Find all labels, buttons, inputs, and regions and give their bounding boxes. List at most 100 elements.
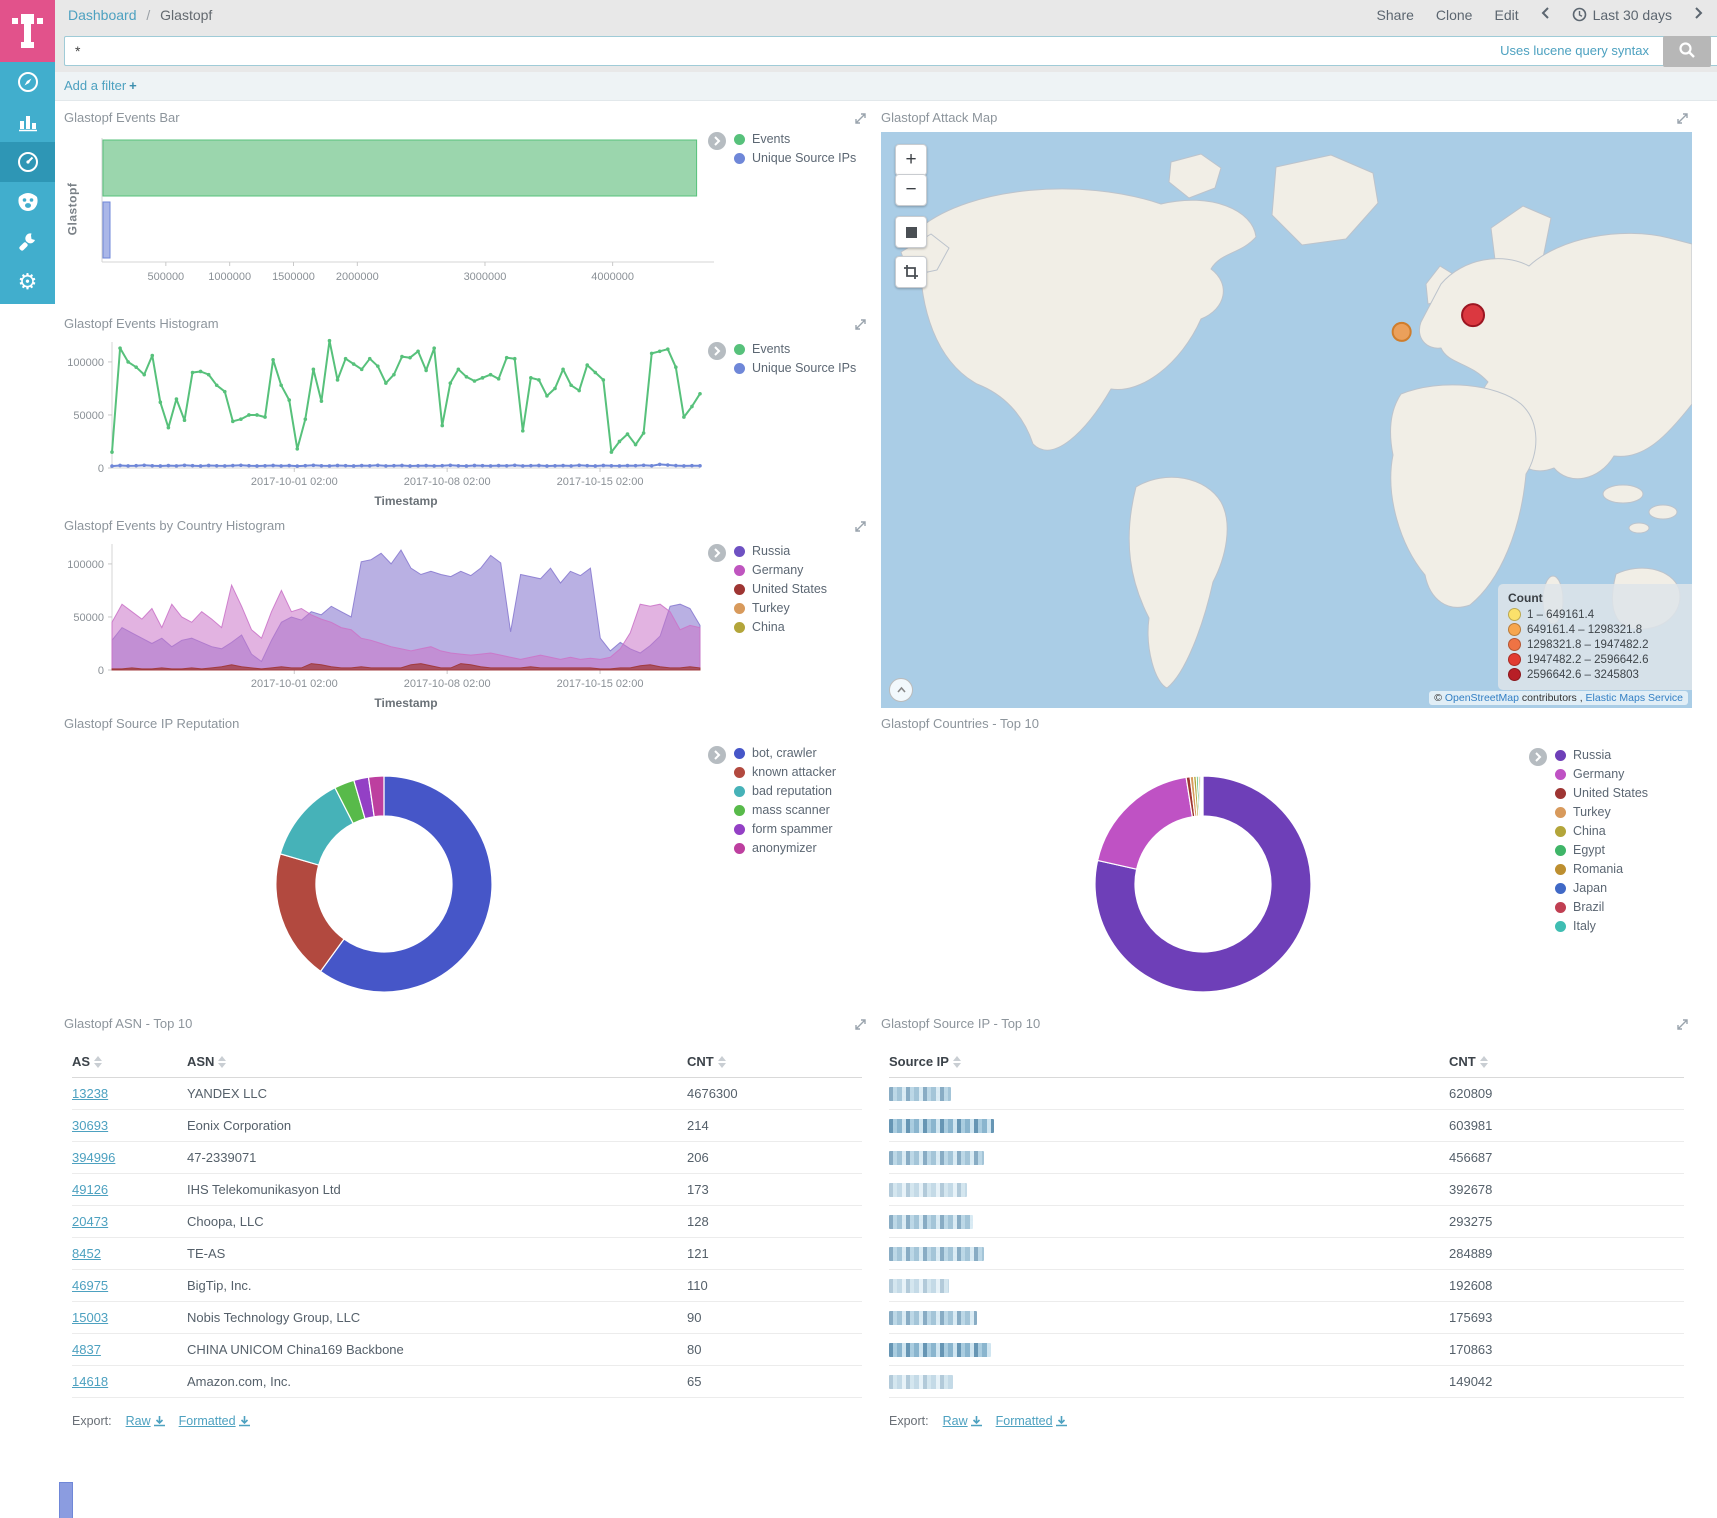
donut-slice[interactable] [319, 775, 493, 993]
as-number-link[interactable]: 20473 [72, 1214, 109, 1229]
sort-icon[interactable] [1479, 1055, 1488, 1068]
country-histogram-chart[interactable]: 0 50000 100000 2017-10-01 02:00 2017-10-08 0… [64, 538, 714, 694]
sidebar-item-management[interactable]: ⚙ [0, 262, 55, 302]
legend-item[interactable]: Unique Source IPs [734, 151, 856, 165]
donut-slice[interactable] [275, 853, 345, 973]
legend-item[interactable]: Unique Source IPs [734, 361, 856, 375]
legend-item[interactable]: Egypt [1555, 843, 1648, 857]
sidebar-item-visualize[interactable] [0, 102, 55, 142]
as-number-link[interactable]: 14618 [72, 1374, 109, 1389]
as-number-link[interactable]: 4837 [72, 1342, 101, 1357]
legend-item[interactable]: United States [734, 582, 827, 596]
add-filter-button[interactable]: Add a filter + [64, 78, 137, 93]
legend-item[interactable]: Italy [1555, 919, 1648, 933]
as-number-link[interactable]: 49126 [72, 1182, 109, 1197]
map-draw-filter-button[interactable] [895, 256, 927, 288]
legend-item[interactable]: bad reputation [734, 784, 836, 798]
legend-item[interactable]: Brazil [1555, 900, 1648, 914]
lucene-syntax-link[interactable]: Uses lucene query syntax [1500, 43, 1649, 58]
edit-button[interactable]: Edit [1494, 6, 1519, 23]
sidebar-item-timelion[interactable] [0, 182, 55, 222]
legend-item[interactable]: bot, crawler [734, 746, 836, 760]
expand-panel-icon[interactable] [1676, 1018, 1690, 1032]
column-header[interactable]: CNT [687, 1054, 862, 1069]
legend-collapse-icon[interactable] [708, 544, 726, 562]
events-bar-chart[interactable]: 500000 1000000 1500000 2000000 3000000 400000… [84, 134, 764, 306]
events-histogram-chart[interactable]: 0 50000 100000 2017-10-01 02:00 2017-10-08 0… [64, 336, 714, 492]
time-picker[interactable]: Last 30 days [1572, 7, 1672, 23]
attack-map[interactable]: + − Count 1 – 649161.4 649161.4 – 1298321… [881, 132, 1692, 708]
column-header[interactable]: CNT [1449, 1054, 1684, 1069]
legend-item[interactable]: United States [1555, 786, 1648, 800]
sort-icon[interactable] [717, 1055, 726, 1068]
column-header[interactable]: Source IP [889, 1054, 1449, 1069]
legend-collapse-icon[interactable] [708, 746, 726, 764]
clone-button[interactable]: Clone [1435, 6, 1473, 23]
as-number-link[interactable]: 30693 [72, 1118, 109, 1133]
legend-collapse-icon[interactable] [708, 132, 726, 150]
legend-item[interactable]: known attacker [734, 765, 836, 779]
legend-item[interactable]: Romania [1555, 862, 1648, 876]
sidebar-item-dev-tools[interactable] [0, 222, 55, 262]
attack-map-marker[interactable] [1461, 303, 1486, 328]
donut-slice[interactable] [367, 775, 385, 818]
legend-collapse-icon[interactable] [708, 342, 726, 360]
legend-item[interactable]: Events [734, 132, 856, 146]
legend-item[interactable]: Japan [1555, 881, 1648, 895]
as-number-link[interactable]: 13238 [72, 1086, 109, 1101]
sort-icon[interactable] [952, 1055, 961, 1068]
expand-panel-icon[interactable] [854, 112, 868, 126]
as-number-link[interactable]: 8452 [72, 1246, 101, 1261]
sort-icon[interactable] [218, 1055, 227, 1068]
as-number-link[interactable]: 394996 [72, 1150, 116, 1165]
expand-panel-icon[interactable] [854, 1018, 868, 1032]
countries-donut-chart[interactable] [881, 726, 1541, 1016]
donut-slice[interactable] [1094, 775, 1312, 993]
attribution-toggle-icon[interactable] [889, 678, 913, 702]
donut-slice[interactable] [1201, 775, 1204, 817]
legend-item[interactable]: China [734, 620, 827, 634]
map-zoom-in-button[interactable]: + [895, 144, 927, 176]
export-formatted-link[interactable]: Formatted [179, 1414, 250, 1428]
legend-item[interactable]: Germany [734, 563, 827, 577]
telekom-logo[interactable] [0, 0, 55, 62]
as-number-link[interactable]: 46975 [72, 1278, 109, 1293]
legend-item[interactable]: Russia [1555, 748, 1648, 762]
expand-panel-icon[interactable] [854, 520, 868, 534]
column-header[interactable]: ASN [187, 1054, 687, 1069]
legend-item[interactable]: China [1555, 824, 1648, 838]
legend-collapse-icon[interactable] [1529, 748, 1547, 766]
search-input[interactable] [64, 36, 1717, 66]
legend-item[interactable]: Events [734, 342, 856, 356]
export-raw-link[interactable]: Raw [943, 1414, 982, 1428]
sort-icon[interactable] [94, 1055, 103, 1068]
reputation-donut-chart[interactable] [64, 726, 714, 1016]
elastic-maps-link[interactable]: Elastic Maps Service [1585, 692, 1683, 704]
as-number-link[interactable]: 15003 [72, 1310, 109, 1325]
sidebar-item-discover[interactable] [0, 62, 55, 102]
map-zoom-out-button[interactable]: − [895, 174, 927, 206]
legend-item[interactable]: mass scanner [734, 803, 836, 817]
panel-ip-reputation: Glastopf Source IP Reputation bot, crawl… [64, 716, 870, 1016]
expand-panel-icon[interactable] [854, 318, 868, 332]
column-header[interactable]: AS [72, 1054, 187, 1069]
export-formatted-link[interactable]: Formatted [996, 1414, 1067, 1428]
attack-map-marker[interactable] [1391, 321, 1412, 342]
openstreetmap-link[interactable]: OpenStreetMap [1444, 692, 1519, 704]
legend-item[interactable]: Turkey [1555, 805, 1648, 819]
share-button[interactable]: Share [1376, 6, 1414, 23]
map-fit-bounds-button[interactable] [895, 216, 927, 248]
legend-item[interactable]: form spammer [734, 822, 836, 836]
sidebar-item-dashboard[interactable] [0, 142, 55, 182]
legend-item[interactable]: Turkey [734, 601, 827, 615]
export-raw-link[interactable]: Raw [126, 1414, 165, 1428]
legend-item[interactable]: anonymizer [734, 841, 836, 855]
legend-item[interactable]: Russia [734, 544, 827, 558]
time-back-icon[interactable] [1541, 6, 1550, 23]
breadcrumb-dashboard-link[interactable]: Dashboard [68, 7, 137, 23]
donut-slice[interactable] [1096, 776, 1194, 870]
expand-panel-icon[interactable] [1676, 112, 1690, 126]
search-button[interactable] [1663, 36, 1711, 67]
legend-item[interactable]: Germany [1555, 767, 1648, 781]
time-forward-icon[interactable] [1694, 6, 1703, 23]
